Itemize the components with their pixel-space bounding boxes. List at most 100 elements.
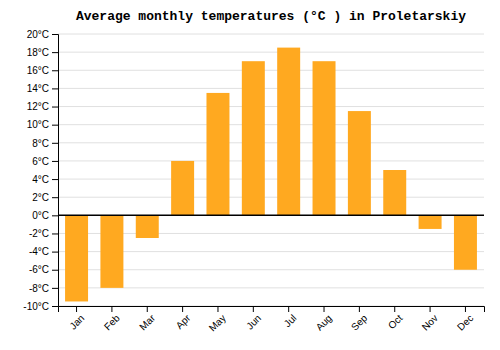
x-tick-label: Jul [282,312,299,329]
x-tick-mark [324,306,325,312]
x-tick-mark [430,306,431,312]
y-tick-mark [52,70,58,71]
y-tick-mark [52,161,58,162]
grid-line [58,52,484,53]
bar [171,161,194,215]
grid-line [58,70,484,71]
y-tick: 6°C [32,156,58,167]
bar [136,215,159,238]
x-tick-mark [182,306,183,312]
x-tick-label: May [207,312,228,333]
y-tick-label: -10°C [23,301,49,312]
y-tick-label: 8°C [32,138,49,149]
y-tick-mark [52,125,58,126]
grid [58,34,484,306]
x-tick: Apr [174,306,193,331]
grid-line [58,124,484,125]
y-tick-label: 10°C [27,119,49,130]
chart-svg: -10°C -8°C -6°C -4°C -2°C 0°C 2°C 4°C 6°C 8°C 10°C… [0,0,500,350]
x-tick-label: Nov [420,312,440,332]
x-tick: Jul [282,306,299,329]
grid-line [58,88,484,89]
plot-area: -10°C -8°C -6°C -4°C -2°C 0°C 2°C 4°C 6°C 8°C 10°C… [23,29,484,334]
y-tick-mark [52,143,58,144]
x-tick-label: Aug [314,312,334,332]
y-tick-label: 6°C [32,156,49,167]
x-tick-mark [394,306,395,312]
y-tick-label: 20°C [27,29,49,40]
chart-container: -10°C -8°C -6°C -4°C -2°C 0°C 2°C 4°C 6°C 8°C 10°C… [0,0,500,350]
grid-line [58,160,484,161]
y-tick-mark [52,197,58,198]
y-tick-label: 2°C [32,192,49,203]
grid-line [58,142,484,143]
y-tick-mark [52,88,58,89]
x-axis-line [59,307,485,313]
bar [348,111,371,215]
y-tick-mark [52,306,58,307]
y-tick-label: 18°C [27,47,49,58]
y-tick-label: 4°C [32,174,49,185]
y-axis: -10°C -8°C -6°C -4°C -2°C 0°C 2°C 4°C 6°C 8°C 10°C… [23,29,58,312]
bar [100,215,123,288]
y-tick-label: -8°C [29,283,49,294]
bar [242,61,265,215]
y-tick-mark [52,288,58,289]
y-tick: 8°C [32,138,58,149]
y-tick-label: 0°C [32,210,49,221]
y-tick: -2°C [29,228,58,239]
x-tick-mark [288,306,289,312]
x-axis: JanFebMarAprMayJunJulAugSepOctNovDec [59,306,485,334]
grid-line [58,34,484,35]
y-tick-mark [52,107,58,108]
y-tick-mark [52,252,58,253]
y-tick: 20°C [27,29,58,40]
y-tick-label: -2°C [29,228,49,239]
x-tick-mark [253,306,254,312]
grid-line [58,106,484,107]
y-tick: 0°C [32,210,58,221]
x-tick-label: Mar [137,312,157,332]
x-tick-label: Dec [455,312,475,332]
x-tick: Jan [67,306,86,332]
y-tick: -8°C [29,283,58,294]
grid-line [58,197,484,198]
x-tick: Aug [314,306,334,333]
y-tick: -4°C [29,246,58,257]
x-tick: Mar [137,306,157,332]
x-tick: May [207,306,228,334]
y-tick-mark [52,34,58,35]
x-tick-label: Jan [67,312,86,331]
x-tick: Feb [102,306,122,332]
x-tick-mark [111,306,112,312]
grid-line [58,215,484,216]
y-tick-mark [52,179,58,180]
y-tick: 10°C [27,119,58,130]
bar [206,93,229,215]
y-tick-label: -4°C [29,246,49,257]
y-tick: -6°C [29,264,58,275]
bar [419,215,442,229]
bar [277,48,300,216]
x-tick-mark [76,306,77,312]
y-tick: 18°C [27,47,58,58]
bar [65,215,88,301]
zero-line [58,215,484,217]
y-tick-mark [52,233,58,234]
x-tick: Oct [386,306,405,331]
y-tick-mark [52,215,58,216]
grid-line [58,179,484,180]
y-tick: 12°C [27,101,58,112]
bars [65,48,477,302]
x-tick: Dec [455,306,475,333]
title: Average monthly temperatures (°C ) in Pr… [76,9,466,24]
x-tick-label: Feb [102,312,122,332]
y-tick-label: -6°C [29,264,49,275]
x-tick-label: Sep [349,312,370,333]
bar [454,215,477,269]
y-tick: -10°C [23,301,58,312]
y-tick-label: 12°C [27,101,49,112]
y-tick-mark [52,270,58,271]
x-tick-mark [147,306,148,312]
y-tick: 16°C [27,65,58,76]
